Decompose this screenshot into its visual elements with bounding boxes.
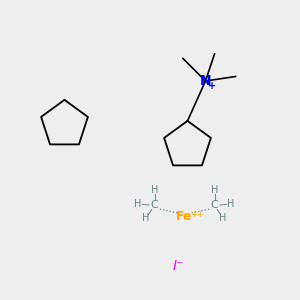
Text: N: N — [200, 74, 211, 88]
Text: Fe: Fe — [176, 209, 193, 223]
Text: C: C — [211, 200, 218, 211]
Text: H: H — [142, 213, 150, 223]
Text: +: + — [208, 81, 216, 92]
Text: C: C — [151, 200, 158, 211]
Text: H: H — [134, 199, 142, 209]
Text: H: H — [219, 213, 226, 223]
Text: H: H — [227, 199, 235, 209]
Text: H: H — [211, 185, 218, 195]
Text: I⁻: I⁻ — [173, 259, 184, 272]
Text: ++: ++ — [190, 210, 204, 219]
Text: H: H — [151, 185, 158, 195]
